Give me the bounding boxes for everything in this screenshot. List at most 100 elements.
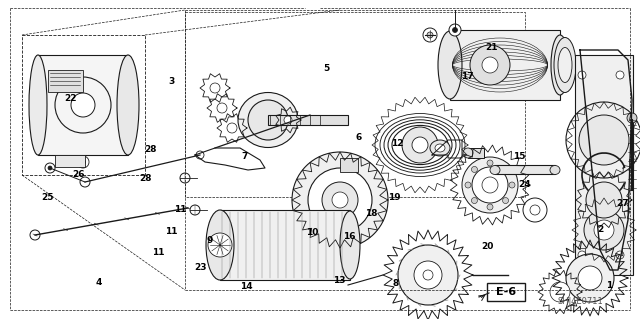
- Text: SHJ4E0711: SHJ4E0711: [557, 298, 603, 307]
- Circle shape: [578, 266, 602, 290]
- Circle shape: [196, 151, 204, 159]
- Ellipse shape: [430, 140, 450, 156]
- Text: 4: 4: [96, 278, 102, 287]
- Ellipse shape: [463, 148, 473, 158]
- Text: 13: 13: [333, 276, 346, 285]
- Circle shape: [470, 45, 510, 85]
- Circle shape: [190, 205, 200, 215]
- Text: 16: 16: [342, 232, 355, 241]
- Circle shape: [597, 107, 613, 123]
- Bar: [38, 55, 128, 155]
- Circle shape: [452, 27, 458, 33]
- Ellipse shape: [551, 35, 569, 95]
- Circle shape: [487, 160, 493, 166]
- Bar: [55, 155, 85, 167]
- Circle shape: [284, 116, 292, 124]
- Text: 1: 1: [606, 281, 612, 290]
- Circle shape: [594, 220, 614, 240]
- Circle shape: [586, 182, 622, 218]
- Circle shape: [227, 123, 237, 133]
- Circle shape: [472, 167, 477, 173]
- Circle shape: [322, 182, 358, 218]
- Circle shape: [587, 97, 623, 133]
- Text: 18: 18: [365, 209, 378, 218]
- Circle shape: [600, 143, 610, 153]
- Circle shape: [217, 103, 227, 113]
- Text: 11: 11: [152, 248, 165, 256]
- Circle shape: [77, 156, 89, 168]
- Ellipse shape: [29, 55, 47, 155]
- Circle shape: [180, 173, 190, 183]
- Bar: [48, 70, 83, 92]
- Ellipse shape: [340, 211, 360, 279]
- Ellipse shape: [597, 133, 619, 223]
- Text: 5: 5: [323, 64, 330, 73]
- Circle shape: [578, 71, 586, 79]
- Bar: [580, 138, 595, 148]
- Text: 8: 8: [392, 279, 399, 288]
- Text: 11: 11: [164, 227, 177, 236]
- Circle shape: [487, 204, 493, 210]
- Circle shape: [584, 210, 624, 250]
- Text: 11: 11: [174, 205, 187, 214]
- Ellipse shape: [438, 31, 462, 99]
- Circle shape: [412, 137, 428, 153]
- Text: 23: 23: [194, 263, 207, 272]
- Circle shape: [398, 245, 458, 305]
- Circle shape: [30, 230, 40, 240]
- Text: 20: 20: [481, 242, 494, 251]
- Text: 28: 28: [144, 145, 157, 154]
- Circle shape: [502, 197, 509, 204]
- Circle shape: [509, 182, 515, 188]
- Text: 25: 25: [42, 193, 54, 202]
- Circle shape: [81, 160, 86, 165]
- Circle shape: [71, 93, 95, 117]
- Bar: [487, 283, 525, 301]
- Bar: [220, 210, 350, 280]
- Circle shape: [332, 192, 348, 208]
- Circle shape: [593, 136, 617, 160]
- Text: 15: 15: [513, 152, 526, 161]
- Circle shape: [472, 167, 508, 203]
- Circle shape: [627, 113, 637, 123]
- Ellipse shape: [435, 144, 445, 152]
- Ellipse shape: [550, 166, 560, 174]
- Circle shape: [523, 198, 547, 222]
- Ellipse shape: [490, 166, 500, 174]
- Circle shape: [578, 251, 586, 259]
- Text: 21: 21: [485, 43, 498, 52]
- Ellipse shape: [206, 210, 234, 280]
- Text: 17: 17: [461, 72, 474, 81]
- Circle shape: [292, 152, 388, 248]
- Circle shape: [616, 251, 624, 259]
- Circle shape: [550, 282, 570, 302]
- Circle shape: [530, 205, 540, 215]
- Circle shape: [80, 177, 90, 187]
- Bar: [580, 125, 595, 135]
- Bar: [450, 30, 560, 100]
- Bar: [468, 148, 484, 158]
- Circle shape: [48, 166, 52, 170]
- Circle shape: [482, 177, 498, 193]
- Circle shape: [423, 270, 433, 280]
- Ellipse shape: [558, 48, 572, 83]
- Text: 2: 2: [597, 225, 604, 234]
- Circle shape: [465, 182, 471, 188]
- Text: 6: 6: [355, 133, 362, 142]
- Text: 26: 26: [72, 170, 84, 179]
- Circle shape: [502, 167, 509, 173]
- Text: 24: 24: [518, 180, 531, 189]
- Text: E-6: E-6: [496, 287, 516, 297]
- Ellipse shape: [117, 55, 139, 155]
- Text: 9: 9: [207, 236, 213, 245]
- Circle shape: [45, 163, 55, 173]
- Text: 10: 10: [306, 228, 319, 237]
- Circle shape: [566, 254, 614, 302]
- Bar: [185, 12, 525, 197]
- Text: 28: 28: [140, 174, 152, 182]
- Circle shape: [579, 115, 629, 165]
- Circle shape: [414, 261, 442, 289]
- Text: 7: 7: [241, 152, 248, 161]
- Bar: [268, 115, 348, 125]
- Circle shape: [402, 127, 438, 163]
